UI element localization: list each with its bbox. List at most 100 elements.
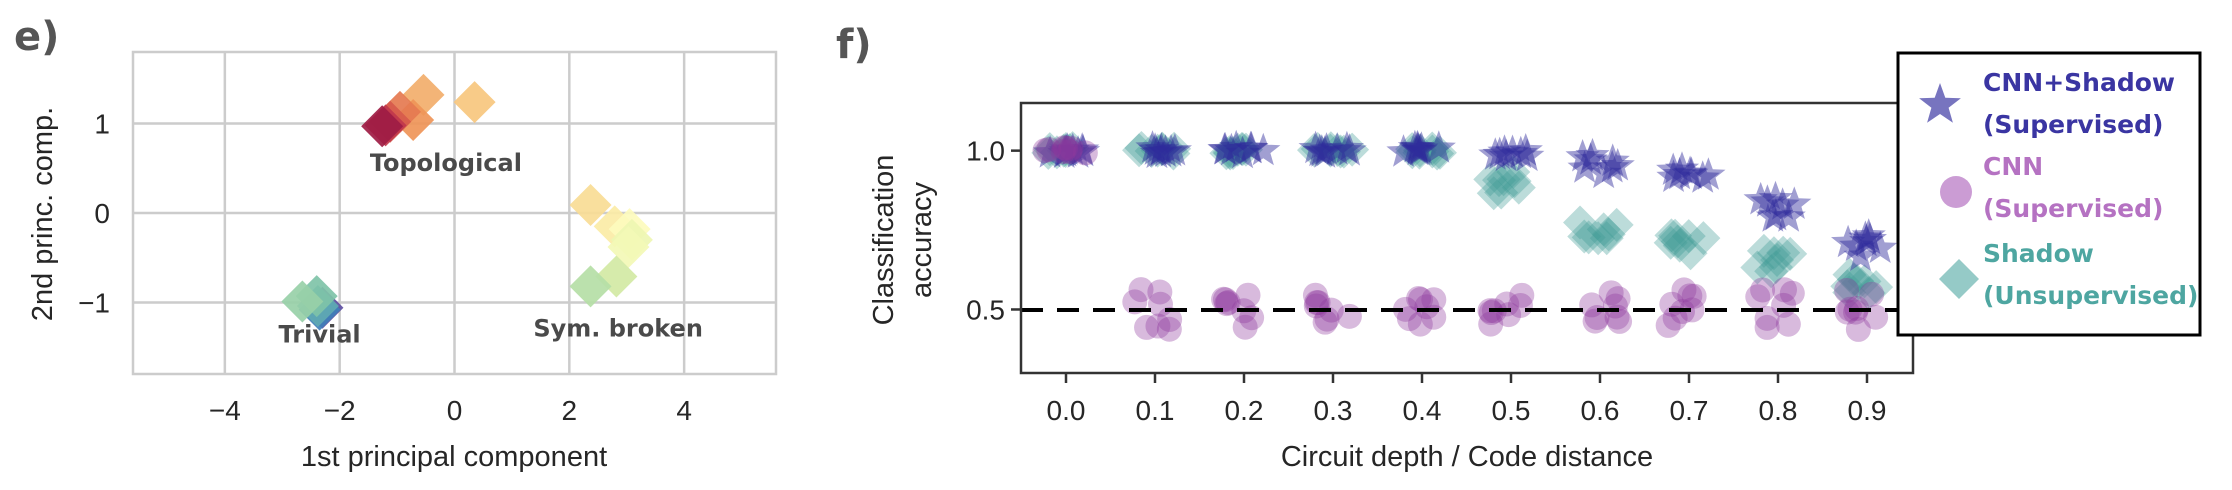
f-circle-marker	[1396, 306, 1422, 332]
f-star-marker	[1755, 199, 1790, 232]
f-x-tick-label: 0.1	[1136, 395, 1175, 426]
f-y-axis-label: Classification accuracy	[868, 155, 938, 326]
f-star-marker	[1143, 134, 1178, 168]
f-circle-marker	[1750, 277, 1776, 303]
f-x-tick-label: 0.8	[1759, 395, 1798, 426]
f-circle-marker	[1745, 284, 1771, 310]
f-star-marker	[1656, 152, 1691, 185]
f-star-marker	[1851, 218, 1886, 251]
e-cluster-labels: Topological Trivial Sym. broken	[279, 149, 703, 349]
f-star-marker	[1863, 230, 1898, 263]
f-diamond-marker	[1402, 133, 1437, 168]
f-star-marker	[1234, 130, 1269, 164]
f-star-marker	[1225, 135, 1260, 169]
f-circle-marker	[1414, 294, 1440, 320]
f-circle-marker	[1671, 277, 1697, 303]
f-diamond-marker	[1209, 136, 1244, 171]
e-x-ticks: −4 −2 0 2 4	[209, 395, 692, 426]
f-diamond-marker	[1497, 164, 1532, 199]
f-star-marker	[1138, 132, 1173, 165]
e-cluster-label: Sym. broken	[533, 314, 703, 342]
f-diamond-marker	[1031, 135, 1066, 170]
f-star-marker	[1771, 199, 1806, 232]
f-y-tick-label: 0.5	[966, 294, 1005, 325]
f-circle-marker	[1605, 286, 1631, 312]
f-circle-marker	[1478, 311, 1504, 337]
e-x-tick-label: −4	[209, 395, 241, 426]
e-cluster-label: Trivial	[279, 321, 361, 349]
f-circle-marker	[1303, 293, 1329, 319]
f-diamond-marker	[1395, 132, 1430, 167]
e-y-tick-label: 1	[94, 109, 110, 140]
f-circle-marker	[1235, 282, 1261, 308]
e-x-tick-label: 2	[562, 395, 578, 426]
f-diamond-marker	[1415, 131, 1450, 166]
f-circle-marker	[1057, 139, 1083, 165]
e-x-tick-label: 4	[676, 395, 692, 426]
f-diamond-marker	[1046, 133, 1081, 168]
f-diamond-marker	[1484, 175, 1519, 210]
e-diamond-marker	[569, 183, 612, 226]
f-circle-marker	[1211, 286, 1237, 312]
f-circle-marker	[1312, 309, 1338, 335]
f-star-marker	[1386, 134, 1421, 167]
f-diamond-marker	[1686, 221, 1721, 256]
f-star-marker	[1573, 142, 1608, 175]
f-circle-marker	[1157, 307, 1183, 333]
f-star-marker	[1032, 135, 1068, 168]
f-star-marker	[1743, 181, 1778, 215]
f-circle-marker	[1834, 299, 1860, 325]
f-diamond-marker	[1145, 131, 1180, 166]
f-star-marker	[1662, 156, 1697, 190]
f-star-marker	[1691, 157, 1726, 190]
f-circle-marker	[1679, 297, 1705, 323]
f-circle-marker	[1156, 316, 1182, 342]
f-diamond-marker	[1563, 205, 1598, 240]
f-diamond-marker	[1216, 135, 1251, 170]
f-star-marker	[1332, 133, 1367, 166]
f-star-marker	[1600, 148, 1635, 181]
f-circle-marker	[1859, 281, 1885, 307]
star-icon	[1919, 83, 1961, 123]
f-diamond-marker	[1589, 221, 1624, 256]
e-plot-frame	[131, 50, 778, 376]
f-diamond-marker	[1766, 235, 1801, 270]
f-diamond-marker	[1476, 176, 1511, 211]
f-star-marker	[1065, 132, 1100, 165]
f-circle-marker	[1655, 312, 1681, 338]
f-circle-marker	[1134, 314, 1160, 340]
f-circle-marker	[1232, 314, 1258, 340]
e-y-ticks: 1 0 −1	[78, 109, 110, 319]
f-star-marker	[1400, 132, 1435, 166]
f-circle-marker	[1147, 279, 1173, 305]
e-diamond-marker	[281, 280, 324, 323]
f-star-marker	[1843, 238, 1878, 271]
f-diamond-marker	[1671, 219, 1706, 254]
f-circle-marker	[1607, 308, 1633, 334]
f-diamond-marker	[1326, 134, 1361, 169]
diamond-icon	[1939, 259, 1979, 299]
f-star-marker	[1831, 224, 1866, 258]
e-x-axis-label: 1st principal component	[301, 441, 607, 473]
f-circle-marker	[1754, 305, 1780, 331]
f-star-marker	[1849, 223, 1884, 257]
f-y-tick-label: 1.0	[966, 136, 1005, 167]
f-diamond-marker	[1313, 133, 1348, 168]
f-circle-marker	[1754, 314, 1780, 340]
panel-f-accuracy-scatter: f) 0.0 0.1 0.2 0.3 0.4 0.5 0.6 0.7 0.8 0.9 1.0 0.5…	[836, 22, 2202, 473]
e-y-tick-label: −1	[78, 287, 110, 318]
e-grid	[133, 52, 776, 374]
f-circle-marker	[1051, 135, 1077, 161]
f-diamond-marker	[1746, 233, 1781, 268]
f-circle-marker	[1212, 287, 1238, 313]
f-star-marker	[1758, 197, 1793, 231]
f-circle-marker	[1036, 136, 1062, 162]
legend-label-cnn-line1: CNN	[1983, 152, 2043, 181]
f-star-marker	[1050, 132, 1085, 165]
f-circle-marker	[1032, 138, 1058, 164]
f-circle-marker	[1834, 277, 1860, 303]
f-diamond-marker	[1673, 236, 1708, 271]
f-x-axis-label: Circuit depth / Code distance	[1281, 441, 1653, 473]
f-star-marker	[1048, 133, 1083, 167]
f-diamond-marker	[1599, 207, 1634, 242]
